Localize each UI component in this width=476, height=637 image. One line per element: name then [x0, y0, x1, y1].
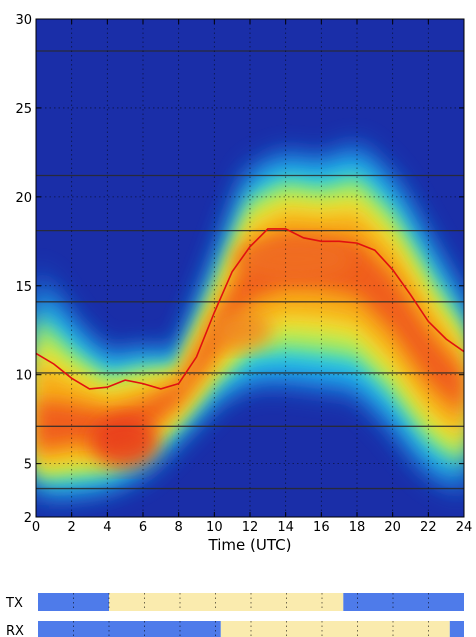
- x-tick-label-12: 24: [456, 520, 473, 535]
- x-tick-label-3: 6: [139, 520, 147, 535]
- x-axis-title: Time (UTC): [208, 536, 292, 554]
- x-tick-label-0: 0: [32, 520, 40, 535]
- heatmap-plot: [36, 19, 464, 517]
- x-tick-label-10: 20: [384, 520, 401, 535]
- timeline-rx-segment-2: [449, 621, 464, 637]
- median-line: [36, 228, 464, 390]
- timeline-tx-segment-1: [109, 593, 344, 611]
- x-tick-label-11: 22: [420, 520, 437, 535]
- x-tick-label-7: 14: [277, 520, 294, 535]
- x-tick-label-8: 16: [313, 520, 330, 535]
- heat-spot-morning: [91, 416, 160, 469]
- heat-spot-midday: [234, 237, 355, 282]
- timeline-rx-segment-0: [38, 621, 221, 637]
- y-tick-label-5: 30: [15, 13, 32, 28]
- x-tick-label-6: 12: [242, 520, 259, 535]
- x-tick-label-2: 4: [103, 520, 111, 535]
- y-tick-label-0: 5: [24, 458, 32, 473]
- tx-rx-timeline: TX RX: [5, 593, 464, 637]
- timeline-rx-segment-1: [220, 621, 450, 637]
- timeline-label-tx: TX: [5, 596, 23, 611]
- y-tick-label-2: 15: [15, 280, 32, 295]
- x-tick-label-9: 18: [349, 520, 366, 535]
- x-tick-label-4: 8: [175, 520, 183, 535]
- timeline-tx-segment-2: [343, 593, 464, 611]
- x-tick-label-1: 2: [68, 520, 76, 535]
- y-tick-label-4: 25: [15, 102, 32, 117]
- y-tick-label-1: 10: [15, 369, 32, 384]
- x-tick-label-5: 10: [206, 520, 223, 535]
- y-tick-label-3: 20: [15, 191, 32, 206]
- y-tick-label-min: 2: [24, 511, 32, 526]
- timeline-label-rx: RX: [6, 624, 24, 637]
- heat-spot-late-morning: [211, 310, 272, 351]
